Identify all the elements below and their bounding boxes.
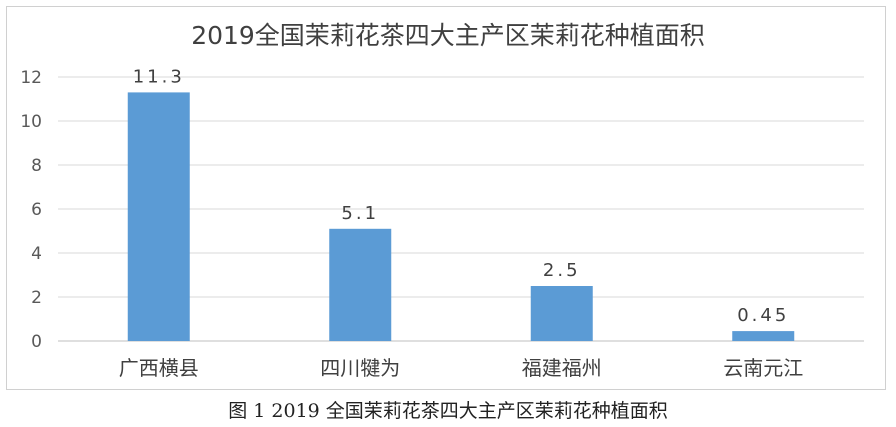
x-axis-ticks: 广西横县 四川犍为 福建福州 云南元江 xyxy=(119,356,804,380)
bar xyxy=(732,331,795,341)
data-label: 2.5 xyxy=(543,260,581,281)
y-tick-label: 2 xyxy=(31,288,42,308)
x-tick-label: 四川犍为 xyxy=(320,356,400,380)
bar xyxy=(127,92,190,342)
chart-title: 2019全国茉莉花茶四大主产区茉莉花种植面积 xyxy=(191,21,705,50)
data-label: 5.1 xyxy=(341,203,379,224)
x-tick-label: 广西横县 xyxy=(119,356,199,380)
y-tick-label: 12 xyxy=(20,68,42,88)
gridlines xyxy=(58,76,864,342)
bar xyxy=(530,286,593,341)
figure-caption: 图 1 2019 全国茉莉花茶四大主产区茉莉花种植面积 xyxy=(228,400,668,422)
data-label: 0.45 xyxy=(737,305,789,326)
y-tick-label: 8 xyxy=(31,156,42,176)
y-tick-label: 6 xyxy=(31,200,42,220)
data-labels: 11.3 5.1 2.5 0.45 xyxy=(133,66,789,326)
bars xyxy=(127,92,795,342)
data-label: 11.3 xyxy=(133,66,185,87)
bar xyxy=(329,228,392,341)
y-axis-ticks: 0 2 4 6 8 10 12 xyxy=(20,68,42,352)
y-tick-label: 0 xyxy=(31,332,42,352)
x-tick-label: 福建福州 xyxy=(522,356,602,380)
y-tick-label: 10 xyxy=(20,112,42,132)
x-tick-label: 云南元江 xyxy=(723,356,803,380)
y-tick-label: 4 xyxy=(31,244,42,264)
